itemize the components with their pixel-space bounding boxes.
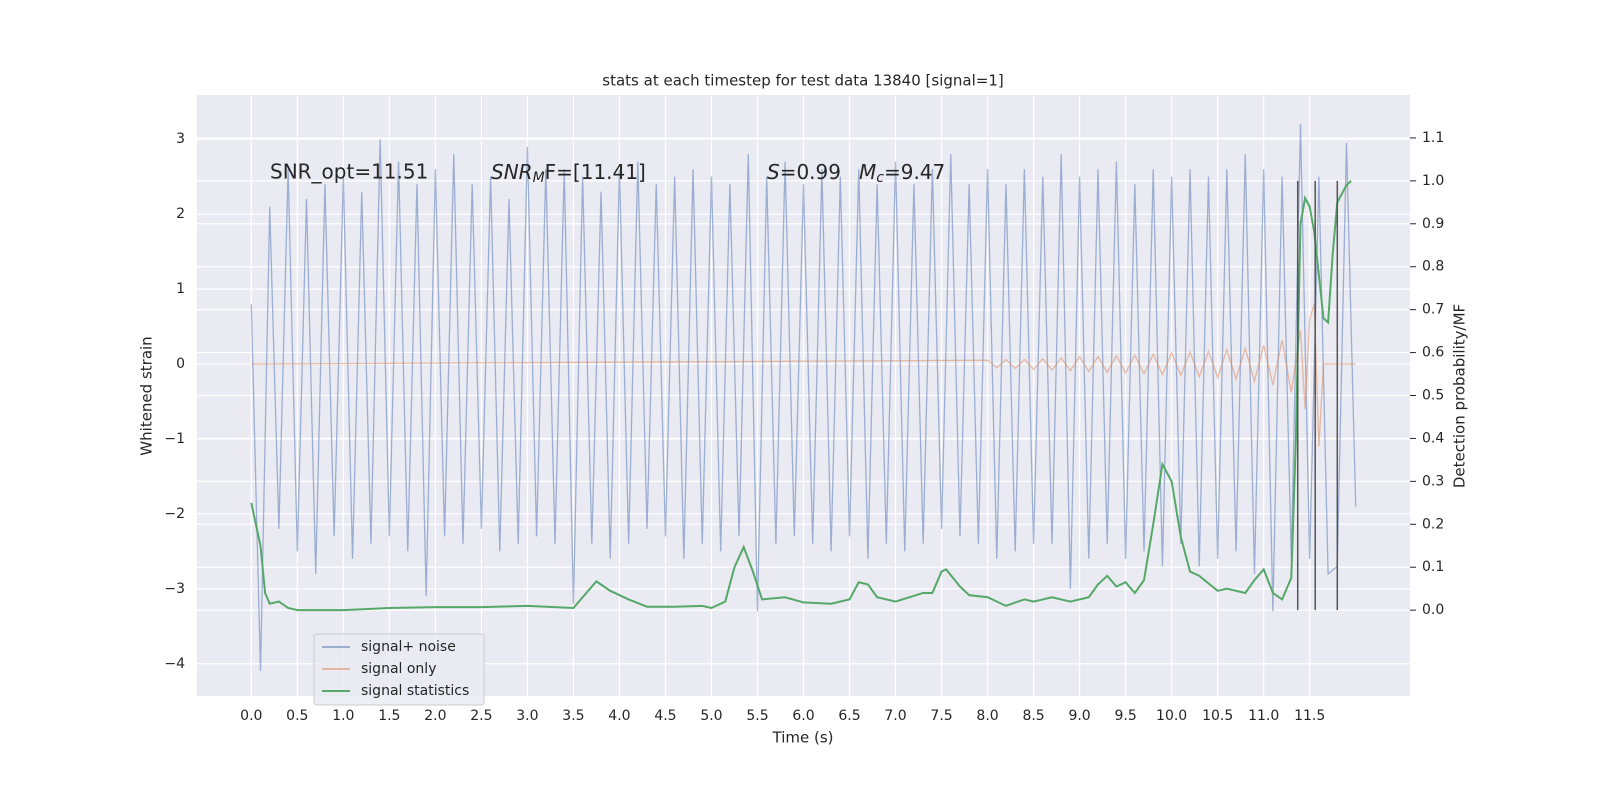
- legend-label: signal+ noise: [361, 639, 456, 655]
- x-tick-label: 5.0: [700, 708, 722, 724]
- y2-tick-label: 0.1: [1422, 559, 1444, 575]
- x-tick-label: 11.5: [1294, 708, 1325, 724]
- annotation: SNR_opt=11.51: [270, 160, 428, 184]
- x-tick-label: 1.5: [378, 708, 400, 724]
- y2-tick-label: 0.8: [1422, 259, 1444, 275]
- x-tick-label: 0.0: [240, 708, 262, 724]
- y-tick-label: −3: [164, 581, 185, 597]
- y-tick-label: 0: [176, 356, 185, 372]
- chart-title: stats at each timestep for test data 138…: [602, 72, 1003, 90]
- y2-tick-label: 0.2: [1422, 516, 1444, 532]
- y2-tick-label: 0.6: [1422, 345, 1444, 361]
- annotation: S=0.99: [767, 160, 841, 184]
- legend-label: signal only: [361, 661, 436, 677]
- annotation: SNRMF=[11.41]: [491, 160, 646, 187]
- legend-box: [313, 633, 485, 706]
- x-tick-label: 6.5: [838, 708, 860, 724]
- x-tick-label: 11.0: [1248, 708, 1279, 724]
- y-tick-label: −1: [164, 431, 185, 447]
- annotation-part: M: [859, 160, 876, 184]
- annotation-part: S: [767, 160, 780, 184]
- y2-tick-label: 0.3: [1422, 473, 1444, 489]
- annotation: Mc=9.47: [859, 160, 945, 187]
- series-line: [250, 124, 1357, 672]
- x-tick-label: 2.5: [470, 708, 492, 724]
- y-tick-label: −2: [164, 506, 185, 522]
- x-tick-label: 5.5: [746, 708, 768, 724]
- y2-tick-label: 0.7: [1422, 302, 1444, 318]
- y2-axis-label: Detection probability/MF: [1451, 304, 1469, 488]
- y2-tick-label: 0.5: [1422, 388, 1444, 404]
- y2-tick-label: 0.0: [1422, 602, 1444, 618]
- y2-tick-label: 1.1: [1422, 130, 1444, 146]
- legend-label: signal statistics: [361, 683, 469, 699]
- x-tick-label: 9.5: [1114, 708, 1136, 724]
- y-tick-label: 2: [176, 206, 185, 222]
- series-line: [250, 180, 1352, 612]
- y2-tick-label: 0.4: [1422, 430, 1444, 446]
- annotation-part: SNR: [491, 160, 533, 184]
- x-tick-label: 3.0: [516, 708, 538, 724]
- y-tick-label: 1: [176, 281, 185, 297]
- x-tick-label: 0.5: [286, 708, 308, 724]
- marks: [250, 124, 1357, 672]
- annotation-part: =9.47: [884, 160, 945, 184]
- x-tick-label: 4.0: [608, 708, 630, 724]
- annotation-part: c: [876, 170, 884, 186]
- y-axis-label: Whitened strain: [138, 336, 156, 455]
- y2-tick-label: 1.0: [1422, 173, 1444, 189]
- x-tick-label: 7.5: [930, 708, 952, 724]
- series-line: [251, 303, 1356, 447]
- x-tick-label: 6.0: [792, 708, 814, 724]
- x-tick-label: 8.5: [1022, 708, 1044, 724]
- x-tick-label: 8.0: [976, 708, 998, 724]
- y2-tick-label: 0.9: [1422, 216, 1444, 232]
- x-tick-label: 9.0: [1068, 708, 1090, 724]
- x-tick-label: 10.5: [1202, 708, 1233, 724]
- x-axis-label: Time (s): [772, 729, 834, 747]
- x-tick-label: 4.5: [654, 708, 676, 724]
- x-tick-label: 10.0: [1156, 708, 1187, 724]
- x-tick-label: 7.0: [884, 708, 906, 724]
- x-tick-label: 1.0: [332, 708, 354, 724]
- annotation-part: =0.99: [780, 160, 841, 184]
- y-tick-label: 3: [176, 131, 185, 147]
- y-tick-label: −4: [164, 656, 185, 672]
- x-tick-label: 3.5: [562, 708, 584, 724]
- x-tick-label: 2.0: [424, 708, 446, 724]
- annotation-part: F=[11.41]: [545, 160, 646, 184]
- annotation-part: M: [533, 170, 545, 186]
